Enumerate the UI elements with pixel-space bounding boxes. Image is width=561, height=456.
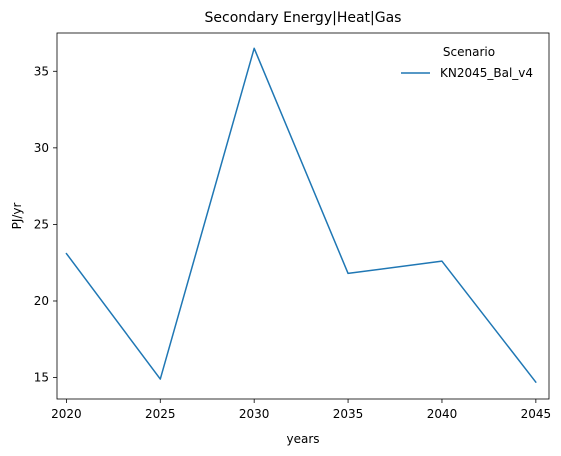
x-axis-ticks: 2020 2025 2030 2035 2040 2045 [51, 399, 551, 421]
y-tick-label: 20 [34, 294, 49, 308]
y-tick-label: 30 [34, 141, 49, 155]
x-tick-label: 2025 [145, 407, 176, 421]
x-tick-label: 2040 [427, 407, 458, 421]
legend: Scenario KN2045_Bal_v4 [401, 45, 533, 80]
y-tick-label: 25 [34, 217, 49, 231]
legend-entry-label: KN2045_Bal_v4 [440, 66, 533, 80]
x-tick-label: 2045 [521, 407, 552, 421]
y-tick-label: 35 [34, 64, 49, 78]
y-tick-label: 15 [34, 371, 49, 385]
legend-title: Scenario [443, 45, 495, 59]
x-tick-label: 2030 [239, 407, 270, 421]
y-axis-ticks: 15 20 25 30 35 [34, 64, 57, 385]
x-tick-label: 2035 [333, 407, 364, 421]
plot-frame [56, 32, 550, 400]
x-tick-label: 2020 [51, 407, 82, 421]
series-layer [65, 47, 537, 383]
chart-title: Secondary Energy|Heat|Gas [205, 10, 402, 26]
series-line [65, 47, 537, 383]
y-axis-label: PJ/yr [10, 203, 24, 230]
x-axis-label: years [286, 432, 319, 446]
